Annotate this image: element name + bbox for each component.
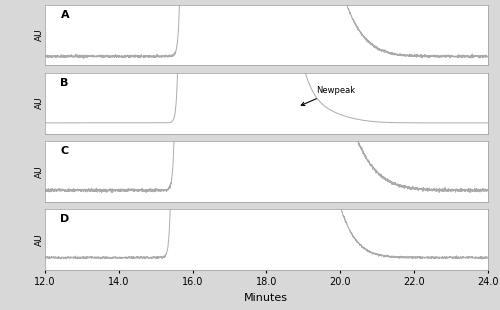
X-axis label: Minutes: Minutes [244, 293, 288, 303]
Y-axis label: AU: AU [34, 97, 43, 109]
Text: A: A [60, 10, 69, 20]
Text: Newpeak: Newpeak [302, 86, 355, 105]
Y-axis label: AU: AU [34, 233, 43, 246]
Text: C: C [60, 146, 68, 156]
Text: B: B [60, 78, 69, 88]
Text: D: D [60, 214, 70, 224]
Y-axis label: AU: AU [34, 29, 43, 41]
Y-axis label: AU: AU [34, 165, 43, 178]
